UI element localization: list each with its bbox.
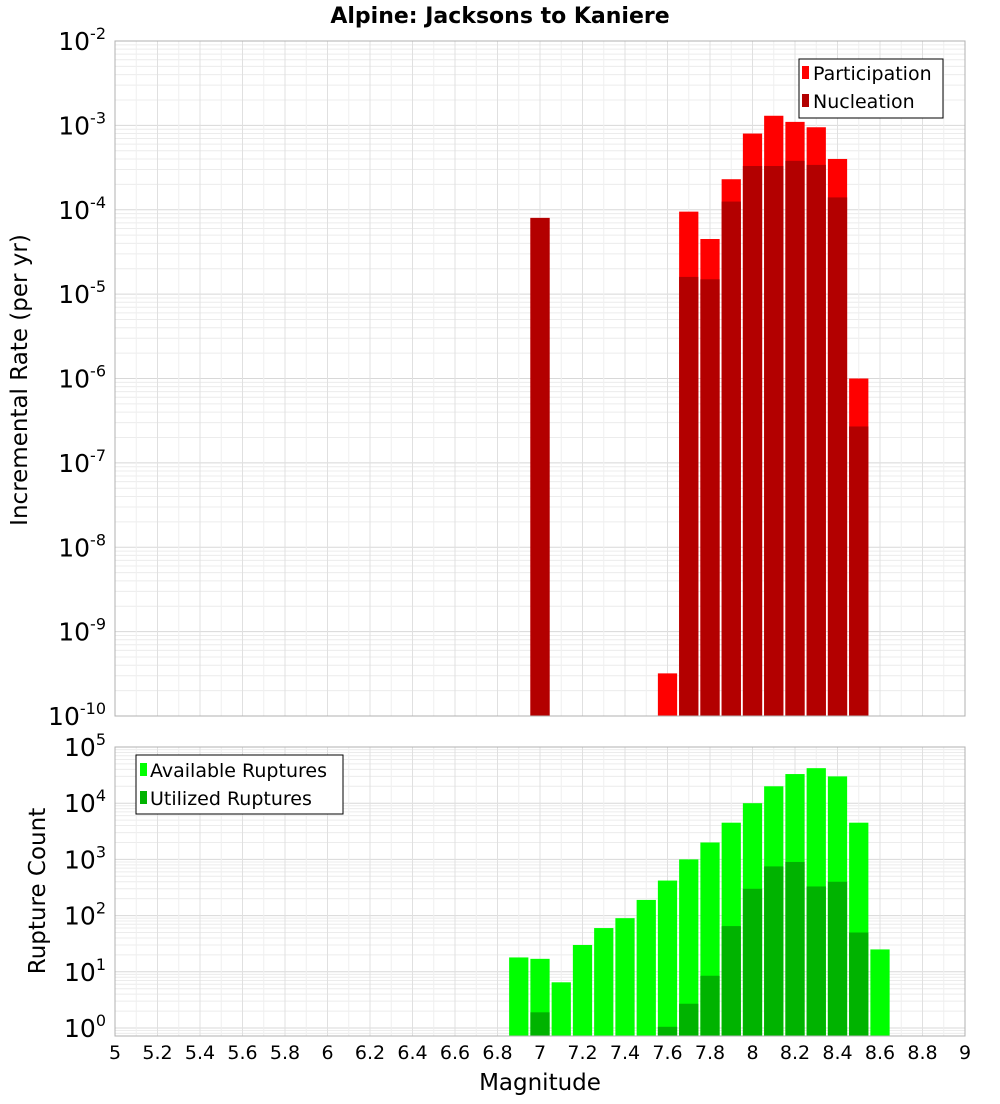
x-tick-label: 5 [109,1042,121,1064]
count-bar-outer [636,899,656,1036]
x-tick-label: 5.2 [142,1042,172,1064]
x-axis-label: Magnitude [479,1070,601,1096]
x-tick-label: 5.4 [185,1042,215,1064]
rate-bar-inner [742,166,763,716]
rate-y-tick-label: 10-3 [58,108,106,140]
count-bar-outer [679,859,699,1036]
count-bars [509,768,890,1036]
x-tick-label: 7.4 [610,1042,640,1064]
count-legend-box [135,754,344,815]
rate-y-tick-label: 10-2 [58,24,106,56]
count-y-tick-label: 103 [64,842,106,874]
rate-y-tick-labels: 10-10 10-9 10-8 10-7 10-6 10-5 10-4 10-3 10-2 [48,24,106,731]
rate-bars [530,115,869,716]
count-bar-outer [657,880,678,1036]
rate-legend-box [798,58,944,119]
x-tick-label: 7.2 [567,1042,597,1064]
count-bar-outer [572,944,593,1036]
nucleation-legend-label: Nucleation [813,91,915,113]
count-bar-inner [679,1003,699,1036]
rate-legend: Participation Nucleation [798,58,944,119]
count-y-tick-label: 101 [64,955,106,987]
count-bar-inner [742,888,763,1036]
rate-bar-inner [700,279,720,716]
count-bar-inner [721,926,741,1036]
rate-y-axis-label: Incremental Rate (per yr) [7,234,33,526]
count-bar-inner [764,866,784,1036]
rate-bar-inner [764,166,784,716]
rate-bar-inner [721,201,741,716]
count-y-tick-label: 102 [64,899,106,931]
count-y-tick-label: 105 [64,730,106,762]
count-y-axis-label: Rupture Count [25,808,51,974]
x-tick-label: 9 [959,1042,971,1064]
rate-plot-frame [114,40,966,717]
count-bar-outer [594,928,614,1036]
count-bar-outer [509,957,529,1036]
count-bar-outer [551,982,571,1036]
rate-y-tick-label: 10-9 [58,615,106,647]
x-tick-label: 8.2 [780,1042,810,1064]
participation-legend-label: Participation [813,63,932,85]
count-bar-inner [785,861,805,1036]
nucleation-legend-swatch [802,94,809,107]
count-bar-outer [615,918,635,1036]
rate-bar-outer [657,673,678,716]
x-tick-label: 7.6 [652,1042,682,1064]
x-tick-label: 7.8 [695,1042,725,1064]
x-tick-label: 6.2 [355,1042,385,1064]
available-legend-label: Available Ruptures [150,760,327,782]
chart-title: Alpine: Jacksons to Kaniere [330,4,669,29]
x-tick-label: 8.6 [865,1042,895,1064]
count-bar-outer [870,949,890,1036]
rate-y-tick-label: 10-4 [58,193,106,225]
x-tick-label: 6 [321,1042,333,1064]
rate-bar-inner [806,164,826,716]
utilized-legend-label: Utilized Ruptures [150,788,312,810]
x-tick-label: 6.8 [482,1042,512,1064]
count-bar-inner [849,932,869,1036]
participation-legend-swatch [802,66,809,79]
x-tick-labels: 5 5.2 5.4 5.6 5.8 6 6.2 6.4 6.6 6.8 7 7.2 7.4 7.6 7.8 8… [109,1042,971,1064]
count-bar-inner [700,975,720,1036]
rate-bar-inner [679,276,699,716]
x-tick-label: 8.8 [907,1042,937,1064]
x-tick-label: 5.8 [270,1042,300,1064]
rate-y-tick-label: 10-8 [58,530,106,562]
rate-y-tick-label: 10-5 [58,277,106,309]
x-tick-label: 6.4 [397,1042,427,1064]
rate-y-tick-label: 10-7 [58,446,106,478]
count-bar-inner [827,881,848,1036]
x-tick-label: 8.4 [822,1042,852,1064]
count-bar-inner [530,1012,550,1036]
x-tick-label: 7 [534,1042,546,1064]
available-legend-swatch [140,763,147,776]
rate-bar-inner [785,160,805,716]
count-plot-frame [114,746,966,1037]
x-tick-label: 5.6 [227,1042,257,1064]
x-tick-label: 8 [746,1042,758,1064]
count-y-tick-label: 100 [64,1011,106,1043]
rate-bar-inner [530,217,550,716]
count-y-tick-label: 104 [64,786,106,818]
count-bar-inner [657,1026,678,1036]
rate-y-tick-label: 10-10 [48,699,106,731]
count-bar-inner [806,886,826,1036]
x-tick-label: 6.6 [440,1042,470,1064]
count-y-tick-labels: 100 101 102 103 104 105 [64,730,106,1043]
rate-bar-inner [849,426,869,716]
rate-bar-inner [827,197,848,716]
rate-y-tick-label: 10-6 [58,362,106,394]
count-legend: Available Ruptures Utilized Ruptures [135,754,344,815]
utilized-legend-swatch [140,791,147,804]
